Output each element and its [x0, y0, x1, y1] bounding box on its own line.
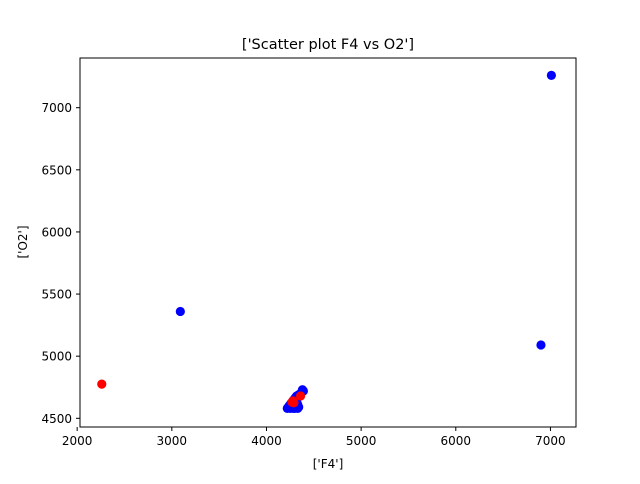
x-axis-label: ['F4'] — [313, 457, 344, 471]
x-axis-ticks: 2000 3000 4000 5000 6000 7000 — [62, 427, 566, 448]
scatter-point-series-1 — [97, 379, 107, 389]
x-tick-label: 3000 — [157, 434, 188, 448]
scatter-point-series-0 — [175, 306, 185, 317]
y-tick-label: 5500 — [41, 288, 72, 302]
y-tick-label: 4500 — [41, 412, 72, 426]
x-tick-label: 5000 — [346, 434, 377, 448]
scatter-point-series-1 — [295, 391, 306, 401]
y-tick-label: 7000 — [41, 101, 72, 115]
y-tick-label: 6000 — [41, 225, 72, 239]
y-tick-label: 5000 — [41, 350, 72, 364]
plot-area-frame — [79, 57, 577, 428]
x-tick-label: 7000 — [535, 434, 566, 448]
x-tick-label: 4000 — [251, 434, 282, 448]
scatter-points — [97, 70, 556, 413]
scatter-point-series-1 — [287, 397, 297, 407]
y-tick-label: 6500 — [41, 163, 72, 177]
y-axis-label: ['O2'] — [16, 225, 30, 258]
chart-title: ['Scatter plot F4 vs O2'] — [242, 37, 414, 53]
scatter-point-series-0 — [546, 70, 556, 80]
y-axis-ticks: 4500 5000 5500 6000 6500 7000 — [41, 101, 80, 426]
x-tick-label: 6000 — [441, 434, 472, 448]
scatter-point-series-0 — [536, 340, 546, 350]
x-tick-label: 2000 — [62, 434, 93, 448]
